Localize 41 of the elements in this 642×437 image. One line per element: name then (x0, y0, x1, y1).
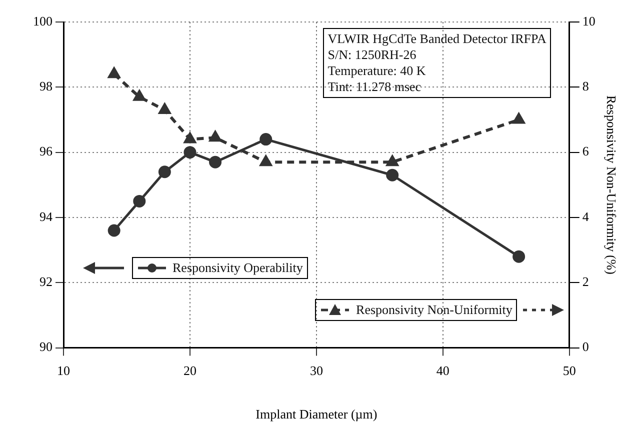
x-tick-label: 30 (310, 363, 323, 378)
point (260, 156, 272, 166)
legend-label: Responsivity Non-Uniformity (356, 302, 512, 318)
annotation: Temperature: 40 K (328, 63, 427, 79)
point (184, 132, 196, 144)
point (209, 156, 222, 168)
x-tick-label: 40 (436, 363, 450, 378)
y2-tick-label: 6 (582, 144, 590, 159)
point (386, 156, 398, 166)
y-tick-label: 96 (40, 144, 53, 159)
point (108, 224, 120, 237)
y-tick-label: 92 (40, 274, 52, 290)
annotation: VLWIR HgCdTe Banded Detector IRFPA (328, 31, 546, 47)
point (209, 131, 222, 142)
y2-axis-title: Responsivity Non-Uniformity (%) (604, 95, 619, 274)
y2-tick-label: 8 (582, 78, 589, 94)
x-tick-label: 10 (57, 363, 70, 378)
point (386, 168, 399, 182)
legend-label: Responsivity Operability (172, 260, 303, 276)
annotation: S/N: 1250RH-26 (328, 47, 418, 63)
y-tick-label: 98 (40, 78, 52, 94)
point (158, 103, 171, 114)
point (133, 194, 146, 208)
y2-tick-label: 2 (582, 274, 589, 290)
point (158, 166, 171, 178)
y-tick-label: 94 (40, 208, 53, 224)
point (134, 90, 146, 101)
point (512, 113, 525, 124)
y-tick-label: 100 (33, 13, 52, 28)
point (108, 68, 120, 78)
point (184, 146, 196, 159)
x-tick-label: 50 (562, 363, 576, 378)
x-tick-label: 20 (183, 363, 196, 378)
y-tick-label: 90 (40, 339, 52, 354)
point (260, 133, 272, 146)
point (512, 250, 526, 263)
y2-tick-label: 4 (582, 208, 590, 224)
y2-tick-label: 10 (582, 13, 596, 28)
y2-tick-label: 0 (582, 339, 589, 354)
x-axis-title: Implant Diameter (µm) (256, 406, 378, 422)
annotation: Tint: 11.278 msec (328, 79, 422, 95)
